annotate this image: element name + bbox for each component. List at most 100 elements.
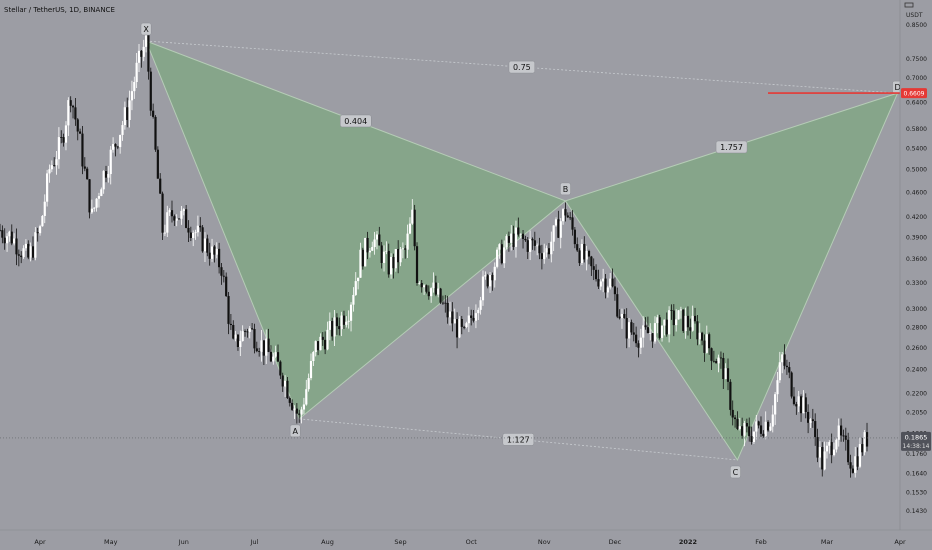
candle xyxy=(187,220,190,242)
candle xyxy=(738,417,741,431)
candle xyxy=(470,309,473,326)
candle xyxy=(415,242,419,286)
candle xyxy=(175,214,178,227)
candle xyxy=(776,371,779,402)
candle xyxy=(604,274,607,299)
candle xyxy=(639,328,642,355)
candle xyxy=(559,218,562,249)
candle xyxy=(762,430,765,438)
candle xyxy=(811,408,814,428)
candle xyxy=(455,312,459,349)
candle xyxy=(185,205,188,229)
price-tick-label: 0.2050 xyxy=(906,410,927,417)
candle xyxy=(17,249,20,267)
candle xyxy=(130,80,134,111)
candle xyxy=(550,231,553,263)
candle xyxy=(778,351,781,383)
candle xyxy=(79,128,82,134)
candle xyxy=(387,243,390,278)
candle xyxy=(715,358,718,364)
candle xyxy=(599,279,602,291)
price-tick-label: 0.2800 xyxy=(906,325,927,332)
time-axis[interactable]: Apr May Jun Jul Aug Sep Oct Nov Dec 2022 Feb Mar Apr xyxy=(0,529,932,550)
candle xyxy=(255,341,258,353)
candle xyxy=(274,345,277,359)
candle xyxy=(196,215,200,237)
svg-text:1.127: 1.127 xyxy=(507,435,530,444)
candle xyxy=(627,318,631,348)
last-price-badge[interactable]: 0.1865 14:38:14 xyxy=(901,431,931,451)
candle xyxy=(611,268,614,288)
candle xyxy=(769,423,772,432)
candle xyxy=(135,53,138,89)
ratio-label-b-d: 1.757 xyxy=(715,140,748,154)
candle xyxy=(380,241,383,269)
candle xyxy=(835,438,838,453)
candle xyxy=(505,234,508,250)
candle xyxy=(512,225,515,250)
candle xyxy=(116,145,119,150)
candle xyxy=(352,287,355,312)
candle xyxy=(613,277,617,301)
target-price-badge[interactable]: 0.6609 xyxy=(901,88,927,99)
candle xyxy=(354,272,357,296)
price-tick-label: 0.3000 xyxy=(906,306,927,313)
candle xyxy=(161,191,164,240)
price-axis[interactable]: 0.8500 0.7500 0.7000 0.6400 0.5800 0.5400 0.50… xyxy=(899,0,932,550)
candle xyxy=(15,228,18,266)
candle xyxy=(637,340,640,358)
candle xyxy=(31,236,35,261)
candle xyxy=(602,268,605,293)
candle xyxy=(22,245,25,259)
candle xyxy=(741,417,744,439)
candle xyxy=(571,210,574,236)
candle xyxy=(258,347,261,357)
candle xyxy=(774,392,777,425)
candle xyxy=(126,97,129,128)
candle xyxy=(785,359,789,375)
candle xyxy=(507,231,511,252)
candle xyxy=(503,240,506,268)
candle xyxy=(293,405,296,419)
time-tick-label: Jul xyxy=(250,538,259,546)
candle xyxy=(816,428,819,463)
candle xyxy=(689,318,692,339)
candle xyxy=(203,232,207,263)
candle xyxy=(111,137,115,153)
candle xyxy=(531,237,534,250)
candle xyxy=(53,157,56,167)
candle xyxy=(425,284,428,294)
time-tick-label: Apr xyxy=(34,538,46,546)
time-tick-label: May xyxy=(104,538,118,546)
symbol-title: Stellar / TetherUS, 1D, BINANCE xyxy=(4,6,115,14)
time-tick-label: Sep xyxy=(394,538,406,546)
candle xyxy=(665,312,668,337)
time-tick-label: Apr xyxy=(894,538,906,546)
candle xyxy=(199,217,202,232)
price-axis-background xyxy=(900,0,932,550)
candle xyxy=(166,205,169,237)
candle xyxy=(397,240,400,274)
candle xyxy=(234,330,237,342)
candle xyxy=(333,309,336,347)
candle xyxy=(319,333,322,351)
candle xyxy=(246,328,249,338)
candle xyxy=(288,396,291,407)
candle xyxy=(385,241,388,255)
currency-label: USDT xyxy=(906,12,923,19)
candle xyxy=(510,225,513,251)
candle xyxy=(364,237,367,267)
candle xyxy=(460,315,463,335)
price-tick-label: 0.3300 xyxy=(906,280,927,287)
candle xyxy=(173,214,176,226)
candle xyxy=(710,347,713,370)
candle xyxy=(375,231,379,250)
candle xyxy=(210,238,214,262)
candle xyxy=(828,440,831,454)
candle xyxy=(686,306,690,336)
candle xyxy=(757,420,760,429)
candle xyxy=(623,309,626,319)
candle xyxy=(566,212,569,218)
settings-icon[interactable] xyxy=(904,2,914,8)
